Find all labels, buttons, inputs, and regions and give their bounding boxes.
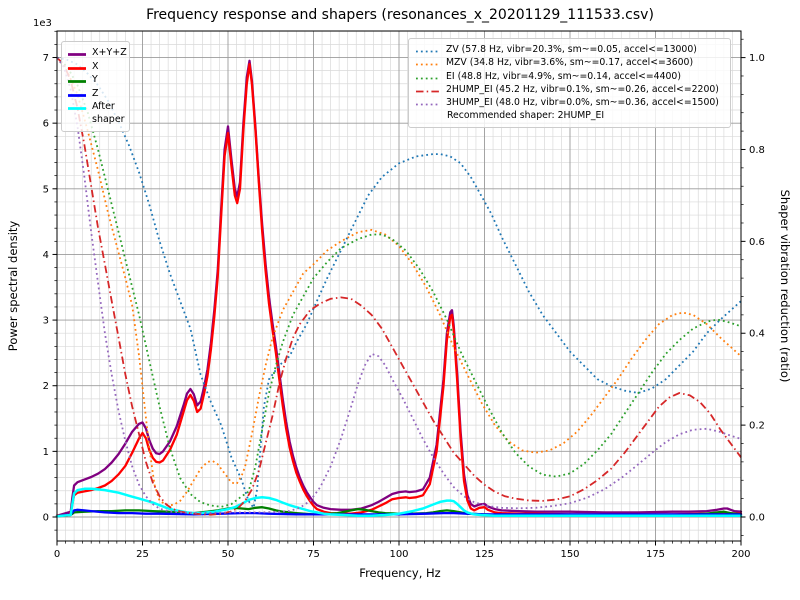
legend-item-after_shaper: After shaper [67, 101, 125, 126]
y-left-tick-label: 5 [43, 184, 49, 195]
legend-item-ZV: ZV (57.8 Hz, vibr=20.3%, sm~=0.05, accel… [415, 44, 724, 56]
y-left-tick-label: 0 [43, 513, 49, 524]
y-left-tick-label: 3 [43, 316, 49, 327]
y-axis-label-left: Power spectral density [6, 220, 20, 352]
x-tick-label: 175 [646, 549, 665, 560]
y-left-tick-label: 4 [43, 250, 49, 261]
legend-swatch [416, 63, 440, 66]
legend-swatch [416, 103, 440, 106]
legend-swatch [68, 93, 86, 97]
curve-shaper-ZV [56, 56, 742, 509]
legend-label: X [92, 60, 99, 72]
y-axis-offset-text: 1e3 [33, 18, 52, 29]
y-left-tick-label: 1 [43, 447, 49, 458]
legend-label: ZV (57.8 Hz, vibr=20.3%, sm~=0.05, accel… [446, 44, 697, 55]
curve-shaper-2HUMP_EI [56, 56, 742, 516]
curve-shaper-EI [56, 56, 742, 508]
y-right-tick-label: 0.2 [749, 421, 765, 432]
legend-item-z: Z [67, 88, 124, 101]
legend-label: EI (48.8 Hz, vibr=4.9%, sm~=0.14, accel<… [446, 70, 681, 82]
curve-after_shaper [55, 487, 743, 518]
legend-swatch [68, 66, 86, 70]
y-right-tick-label: 0.8 [749, 145, 765, 156]
legend-item-MZV: MZV (34.8 Hz, vibr=3.6%, sm~=0.17, accel… [415, 57, 724, 69]
curve-x [55, 62, 743, 517]
legend-swatch [68, 107, 86, 111]
recommended-shaper-note: Recommended shaper: 2HUMP_EI [447, 110, 605, 122]
legend-label: Y [92, 74, 98, 86]
x-tick-label: 100 [389, 549, 408, 560]
legend-measurements: X+Y+Z X Y Z After shaper [61, 41, 130, 133]
x-tick-label: 75 [307, 549, 320, 560]
legend-swatch [416, 90, 440, 93]
y-right-tick-label: 0.4 [749, 329, 765, 340]
x-tick-label: 50 [222, 549, 235, 560]
legend-swatch [416, 50, 440, 53]
legend-swatch [416, 77, 440, 79]
y-axis-label-right: Shaper vibration reduction (ratio) [778, 189, 792, 383]
legend-label: 2HUMP_EI (45.2 Hz, vibr=0.1%, sm~=0.26, … [446, 83, 719, 95]
legend-label: MZV (34.8 Hz, vibr=3.6%, sm~=0.17, accel… [446, 57, 694, 69]
legend-swatch [68, 53, 86, 56]
legend-item-y: Y [67, 74, 124, 87]
y-left-tick-label: 6 [43, 119, 49, 130]
y-right-tick-label: 1.0 [749, 53, 765, 64]
legend-item-2HUMP_EI: 2HUMP_EI (45.2 Hz, vibr=0.1%, sm~=0.26, … [415, 84, 724, 96]
y-left-tick-label: 7 [43, 53, 49, 64]
curve-shaper-MZV [56, 57, 742, 506]
legend-shapers: ZV (57.8 Hz, vibr=20.3%, sm~=0.05, accel… [408, 38, 731, 128]
x-tick-label: 0 [54, 549, 60, 560]
legend-label: Z [92, 87, 99, 99]
x-axis-label: Frequency, Hz [359, 566, 441, 580]
legend-swatch [68, 80, 86, 83]
legend-item-EI: EI (48.8 Hz, vibr=4.9%, sm~=0.14, accel<… [415, 71, 724, 83]
chart-title: Frequency response and shapers (resonanc… [146, 7, 654, 23]
legend-label: After shaper [92, 101, 125, 125]
legend-label: 3HUMP_EI (48.0 Hz, vibr=0.0%, sm~=0.36, … [446, 97, 719, 109]
x-tick-label: 125 [475, 549, 494, 560]
x-tick-label: 200 [731, 549, 750, 560]
curve-shaper-3HUMP_EI [56, 57, 742, 514]
y-right-tick-label: 0.0 [749, 513, 765, 524]
legend-item-sum: X+Y+Z [67, 47, 127, 60]
legend-item-x: X [67, 61, 124, 74]
x-tick-label: 150 [560, 549, 579, 560]
legend-label: X+Y+Z [92, 47, 127, 58]
legend-item-3HUMP_EI: 3HUMP_EI (48.0 Hz, vibr=0.0%, sm~=0.36, … [415, 97, 724, 109]
x-tick-label: 25 [136, 549, 149, 560]
y-right-tick-label: 0.6 [749, 237, 765, 248]
y-left-tick-label: 2 [43, 381, 49, 392]
